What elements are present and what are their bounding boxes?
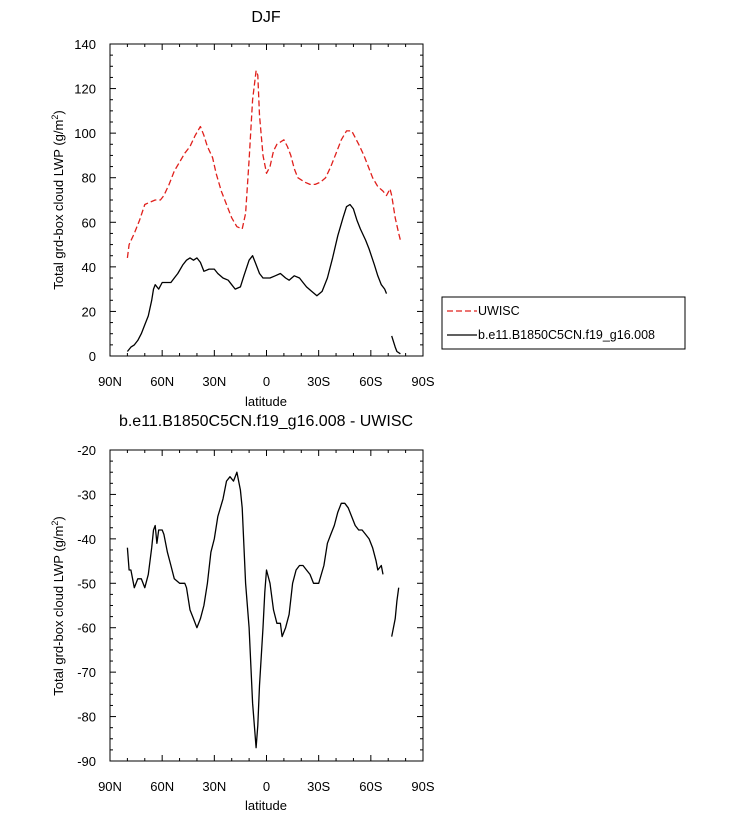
bottom-chart-y-tick-label-1: -80 [77,710,96,725]
bottom-chart-y-tick-label-6: -30 [77,487,96,502]
top-chart-x-tick-label-5: 60S [359,374,382,389]
top-chart-x-tick-label-6: 90S [411,374,434,389]
bottom-chart-y-axis-label-main: Total grd-box cloud LWP [51,555,66,695]
bottom-chart-y-tick-label-3: -60 [77,621,96,636]
top-chart-x-tick-label-2: 30N [202,374,226,389]
bottom-chart-x-axis-label: latitude [245,798,287,813]
bottom-chart-x-tick-label-0: 90N [98,779,122,794]
top-chart-title: DJF [251,9,281,26]
bottom-chart-y-axis-label-close: ) [51,516,66,520]
bottom-chart-x-tick-label-4: 30S [307,779,330,794]
bottom-chart-y-axis-label-sup: 2 [50,521,60,526]
bottom-chart-x-ticks: 90N 60N 30N 0 30S 60S 90S [98,450,435,794]
top-chart-series-1-line-segment-0 [126,203,388,352]
top-chart-x-tick-label-4: 30S [307,374,330,389]
top-chart-y-tick-label-7: 140 [74,37,96,52]
bottom-chart-y-axis-label: Total grd-box cloud LWP (g/m2) [50,516,66,695]
bottom-chart-x-tick-label-1: 60N [150,779,174,794]
top-chart-y-tick-label-2: 40 [82,260,96,275]
bottom-chart-x-tick-label-6: 90S [411,779,434,794]
bottom-chart-y-tick-label-5: -40 [77,532,96,547]
top-chart-y-axis-label-unit: (g/m [51,120,66,146]
bottom-chart-plot-area [109,449,424,762]
legend-label-model: b.e11.B1850C5CN.f19_g16.008 [478,328,655,342]
bottom-chart-y-tick-label-7: -20 [77,443,96,458]
bottom-chart-y-tick-label-2: -70 [77,665,96,680]
top-chart-y-tick-label-0: 0 [89,349,96,364]
top-chart-plot-area [109,43,424,357]
top-chart-panel: DJF 90N 60N 30N 0 30S 60S 90S 0 20 40 60 80 100 120 1… [50,9,435,409]
top-chart-y-axis-label-sup: 2 [50,115,60,120]
top-chart-x-tick-label-3: 0 [263,374,270,389]
bottom-chart-panel: b.e11.B1850C5CN.f19_g16.008 - UWISC 90N 6… [50,413,435,813]
bottom-chart-series-0-line-segment-1 [391,587,400,637]
top-chart-x-tick-label-1: 60N [150,374,174,389]
bottom-chart-y-tick-label-0: -90 [77,754,96,769]
bottom-chart-x-tick-label-2: 30N [202,779,226,794]
top-chart-series [126,70,402,355]
top-chart-y-tick-label-6: 120 [74,82,96,97]
top-chart-y-axis-label-main: Total grd-box cloud LWP [51,149,66,289]
bottom-chart-x-tick-label-3: 0 [263,779,270,794]
top-chart-y-axis-label: Total grd-box cloud LWP (g/m2) [50,110,66,289]
legend: UWISC b.e11.B1850C5CN.f19_g16.008 [441,296,686,350]
top-chart-series-0-line-segment-0 [126,70,402,258]
top-chart-series-1-line-segment-1 [391,335,401,355]
top-chart-x-tick-label-0: 90N [98,374,122,389]
top-chart-x-axis-label: latitude [245,394,287,409]
top-chart-y-tick-label-5: 100 [74,126,96,141]
bottom-chart-title: b.e11.B1850C5CN.f19_g16.008 - UWISC [119,413,413,430]
legend-label-uwisc: UWISC [478,304,520,318]
bottom-chart-x-tick-label-5: 60S [359,779,382,794]
legend-box [441,296,686,350]
bottom-chart-series-0-line-segment-0 [126,471,384,749]
top-chart-y-tick-label-3: 60 [82,215,96,230]
top-chart-y-axis-label-close: ) [51,110,66,114]
top-chart-x-ticks: 90N 60N 30N 0 30S 60S 90S [98,44,435,389]
top-chart-y-tick-label-1: 20 [82,304,96,319]
bottom-chart-y-ticks: -90 -80 -70 -60 -50 -40 -30 -20 [77,443,423,769]
top-chart-y-tick-label-4: 80 [82,171,96,186]
bottom-chart-y-tick-label-4: -50 [77,576,96,591]
bottom-chart-y-axis-label-unit: (g/m [51,526,66,552]
bottom-chart-series [126,471,400,749]
top-chart-y-ticks: 0 20 40 60 80 100 120 140 [74,37,423,364]
